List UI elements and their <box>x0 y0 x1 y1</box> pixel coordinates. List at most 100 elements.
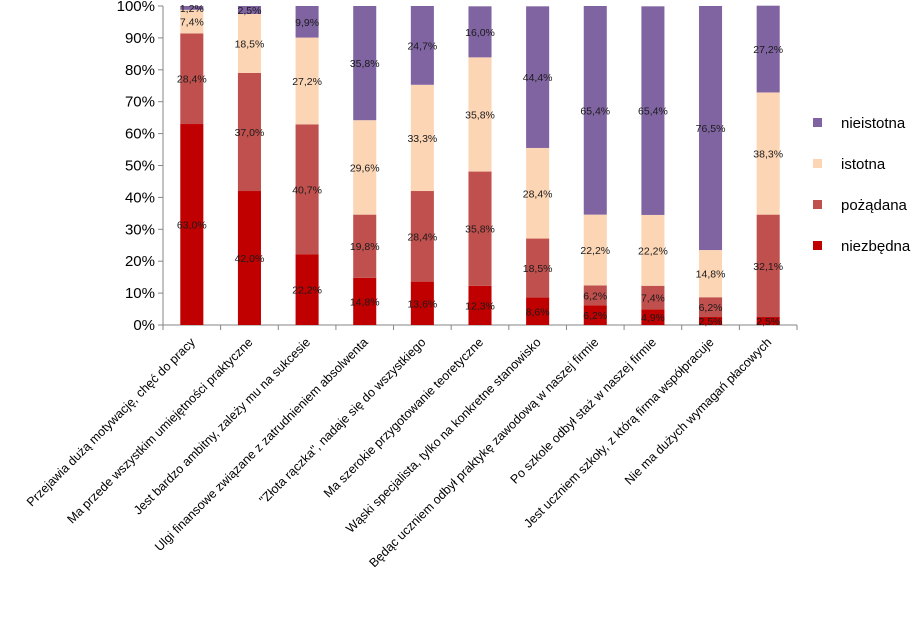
data-label: 14,8% <box>350 296 380 308</box>
bar-segment <box>468 6 492 58</box>
bar-segment <box>583 305 607 325</box>
bars <box>180 5 780 325</box>
data-label: 38,3% <box>753 149 783 161</box>
data-label: 22,2% <box>638 245 668 257</box>
data-label: 35,8% <box>465 224 495 236</box>
data-label: 16,0% <box>465 27 495 39</box>
bar-segment <box>583 6 607 215</box>
data-label: 12,3% <box>465 300 495 312</box>
bar-segment <box>410 191 434 282</box>
data-label: 2,5% <box>699 316 723 328</box>
bar-segment <box>180 33 204 125</box>
data-label: 22,2% <box>292 285 322 297</box>
data-label: 29,6% <box>350 162 380 174</box>
data-label: 1,2% <box>180 3 204 15</box>
bar-segment <box>180 6 204 10</box>
data-label: 9,9% <box>295 17 319 29</box>
y-tick-label: 40% <box>125 189 155 206</box>
data-label: 22,2% <box>580 245 610 257</box>
bar-segment <box>353 214 377 278</box>
bar-segment <box>468 57 492 172</box>
bar-segment <box>353 120 377 215</box>
bar-segment <box>583 214 607 286</box>
legend-swatch <box>813 241 822 250</box>
data-label: 24,7% <box>407 40 437 52</box>
data-label: 19,8% <box>350 241 380 253</box>
x-category-labels: Przejawia dużą motywację, chęć do pracyM… <box>24 335 774 570</box>
data-label: 2,5% <box>237 5 261 17</box>
data-label: 35,8% <box>350 58 380 70</box>
y-tick-label: 0% <box>133 317 155 334</box>
data-label: 14,8% <box>696 269 726 281</box>
bar-segment <box>410 6 434 85</box>
legend-label: pożądana <box>841 197 908 214</box>
legend-swatch <box>813 159 822 168</box>
bar-segment <box>641 309 665 325</box>
legend-label: nieistotna <box>841 115 906 132</box>
bar-segment <box>353 277 377 325</box>
y-tick-label: 100% <box>117 0 155 15</box>
y-tick-label: 50% <box>125 158 155 175</box>
bar-segment <box>180 9 204 34</box>
bar-segment <box>526 147 550 239</box>
data-label: 28,4% <box>523 188 553 200</box>
bar-segment <box>526 297 550 325</box>
y-tick-labels: 0% 10% 20% 30% 40% 50% 60% 70% 80% 90% 100% <box>117 0 155 334</box>
bar-segment <box>237 191 261 325</box>
bar-segment <box>353 6 377 121</box>
data-label: 76,5% <box>696 123 726 135</box>
axes <box>158 5 798 330</box>
bar-segment <box>237 13 261 73</box>
bar-segment <box>583 285 607 306</box>
y-tick-label: 80% <box>125 62 155 79</box>
data-label: 63,0% <box>177 220 207 232</box>
data-label: 65,4% <box>638 106 668 118</box>
data-label: 13,6% <box>407 298 437 310</box>
bar-segment <box>756 214 780 318</box>
bar-segment <box>526 238 550 298</box>
data-labels: 63,0% 28,4% 7,4% 1,2% 42,0% 37,0% 18,5% 2,5% 22,… <box>177 3 783 328</box>
data-label: 4,9% <box>641 312 665 324</box>
data-label: 6,2% <box>583 310 607 322</box>
legend-swatch <box>813 118 822 127</box>
data-label: 7,4% <box>180 17 204 29</box>
y-tick-label: 10% <box>125 285 155 302</box>
data-label: 8,6% <box>526 306 550 318</box>
y-tick-label: 90% <box>125 30 155 47</box>
bar-segment <box>237 6 261 14</box>
bar-segment <box>410 84 434 192</box>
bar-segment <box>180 124 204 325</box>
data-label: 27,2% <box>753 44 783 56</box>
y-tick-label: 30% <box>125 221 155 238</box>
data-label: 40,7% <box>292 184 322 196</box>
bar-segment <box>468 285 492 325</box>
bar-segment <box>699 6 723 251</box>
data-label: 18,5% <box>523 263 553 275</box>
bar-segment <box>756 317 780 325</box>
legend-label: niezbędna <box>841 238 911 255</box>
data-label: 2,5% <box>756 316 780 328</box>
data-label: 6,2% <box>583 290 607 302</box>
bar-segment <box>699 250 723 298</box>
bar-segment <box>295 37 319 125</box>
y-tick-label: 20% <box>125 253 155 270</box>
data-label: 42,0% <box>235 253 265 265</box>
y-tick-label: 60% <box>125 126 155 143</box>
data-label: 32,1% <box>753 261 783 273</box>
bar-segment <box>641 285 665 310</box>
category-label: Wąski specjalista, tylko na konkretne st… <box>343 335 544 536</box>
bar-segment <box>295 254 319 325</box>
bar-segment <box>468 171 492 286</box>
data-label: 18,5% <box>235 38 265 50</box>
bar-segment <box>295 124 319 255</box>
bar-segment <box>756 92 780 215</box>
data-label: 33,3% <box>407 133 437 145</box>
bar-segment <box>756 5 780 93</box>
legend: nieistotna istotna pożądana niezbędna <box>813 115 911 255</box>
data-label: 37,0% <box>235 127 265 139</box>
bar-segment <box>641 214 665 286</box>
data-label: 35,8% <box>465 109 495 121</box>
data-label: 6,2% <box>699 302 723 314</box>
data-label: 7,4% <box>641 293 665 305</box>
